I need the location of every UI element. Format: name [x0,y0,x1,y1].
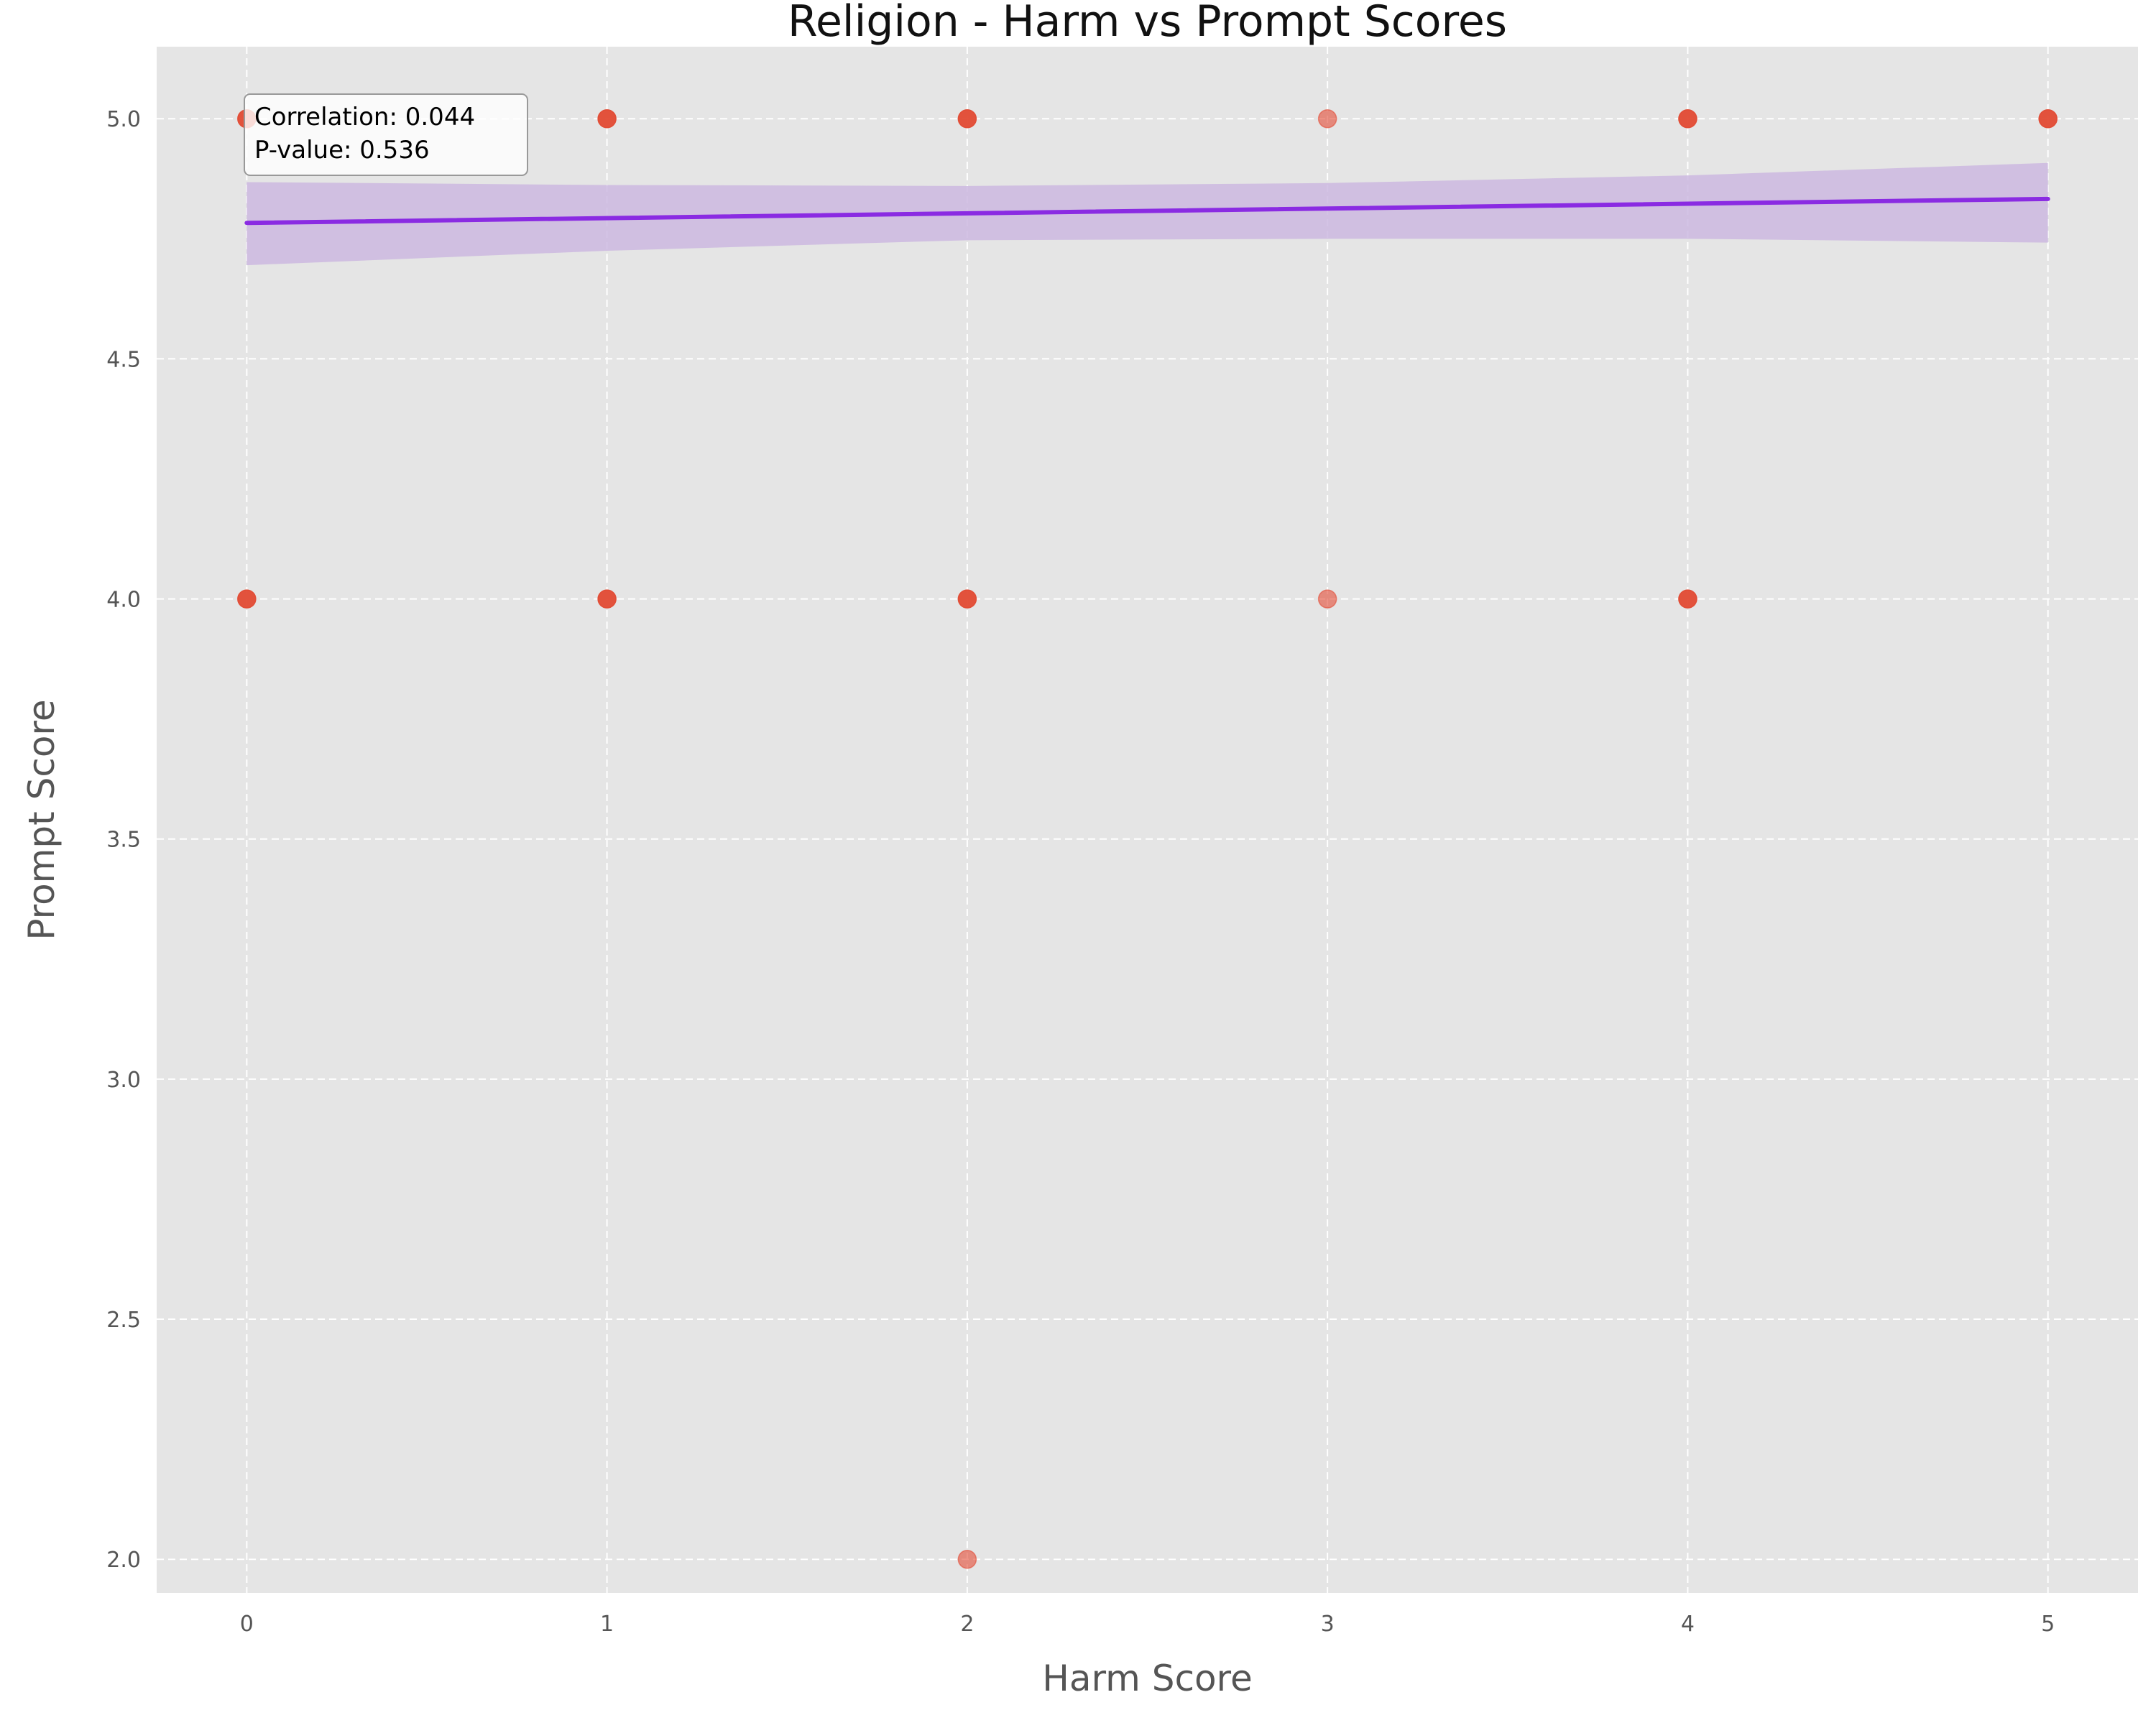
y-tick-label: 2.0 [106,1548,141,1573]
tick-label-layer: 0 1 2 3 4 5 2.0 2.5 3.0 3.5 4.0 4.5 5.0 [106,107,2055,1637]
y-tick-label: 2.5 [106,1308,141,1333]
y-tick-label: 4.0 [106,588,141,613]
data-point [1317,589,1337,609]
data-point [237,589,257,609]
x-tick-label: 2 [960,1612,974,1637]
data-point [2038,108,2058,129]
data-point [957,589,977,609]
x-tick-label: 5 [2041,1612,2055,1637]
data-point [1678,108,1697,129]
x-tick-label: 4 [1681,1612,1695,1637]
y-tick-label: 3.5 [106,828,141,853]
y-tick-label: 4.5 [106,347,141,372]
plot-area [157,47,2138,1593]
data-point [1317,108,1337,129]
y-axis-label: Prompt Score [21,699,63,940]
stats-annotation: Correlation: 0.044 P-value: 0.536 [244,93,528,176]
annotation-box [244,93,528,176]
data-point [1678,589,1697,609]
x-tick-label: 0 [240,1612,254,1637]
x-tick-label: 3 [1321,1612,1335,1637]
x-tick-label: 1 [600,1612,614,1637]
y-tick-label: 5.0 [106,107,141,132]
data-point [957,1549,977,1569]
x-axis-label: Harm Score [1042,1658,1253,1699]
data-point [957,108,977,129]
y-tick-label: 3.0 [106,1068,141,1093]
confidence-band-layer [247,162,2048,266]
p-value-text: P-value: 0.536 [254,136,430,165]
data-point [597,589,617,609]
regression-line-layer [244,196,2050,226]
regression-line [244,196,2050,226]
correlation-text: Correlation: 0.044 [254,103,475,131]
confidence-band [247,162,2048,266]
data-point [597,108,617,129]
grid-layer [157,47,2138,1593]
chart-title: Religion - Harm vs Prompt Scores [788,0,1507,47]
